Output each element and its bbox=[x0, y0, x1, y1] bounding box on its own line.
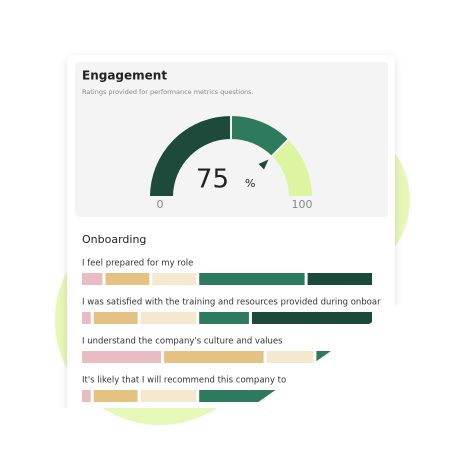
gauge-unit: % bbox=[245, 177, 255, 190]
gauge-value: 75 bbox=[196, 165, 229, 195]
bar-segment bbox=[93, 312, 138, 324]
card: Engagement Ratings provided for performa… bbox=[67, 55, 395, 408]
bar-segment bbox=[199, 312, 249, 324]
question-text: I was satisfied with the training and re… bbox=[82, 298, 381, 308]
engagement-subtitle: Ratings provided for performance metrics… bbox=[82, 88, 254, 96]
bar-segment bbox=[251, 312, 372, 324]
gauge-pointer bbox=[258, 159, 269, 170]
gauge-min: 0 bbox=[157, 198, 164, 211]
bar-segment bbox=[93, 390, 138, 402]
bar-segment bbox=[266, 351, 314, 363]
engagement-title: Engagement bbox=[82, 69, 167, 83]
bar-segment bbox=[105, 273, 150, 285]
bar-segment bbox=[199, 390, 372, 402]
bar-segment bbox=[316, 351, 372, 363]
gauge-segment bbox=[269, 137, 315, 198]
bar-segment bbox=[152, 273, 197, 285]
bar-segment bbox=[199, 273, 305, 285]
bar-segment bbox=[307, 273, 372, 285]
bar-segment bbox=[82, 312, 91, 324]
question-text: It's likely that I will recommend this c… bbox=[82, 376, 286, 386]
bar-segment bbox=[164, 351, 264, 363]
bar-segment bbox=[82, 273, 103, 285]
question-text: I understand the company's culture and v… bbox=[82, 337, 283, 347]
onboarding-title: Onboarding bbox=[82, 233, 146, 246]
bar-segment bbox=[82, 390, 91, 402]
bar-segment bbox=[140, 312, 197, 324]
question-text: I feel prepared for my role bbox=[82, 259, 193, 269]
bar-segment bbox=[82, 351, 162, 363]
bar-segment bbox=[140, 390, 197, 402]
gauge-max: 100 bbox=[292, 198, 313, 211]
